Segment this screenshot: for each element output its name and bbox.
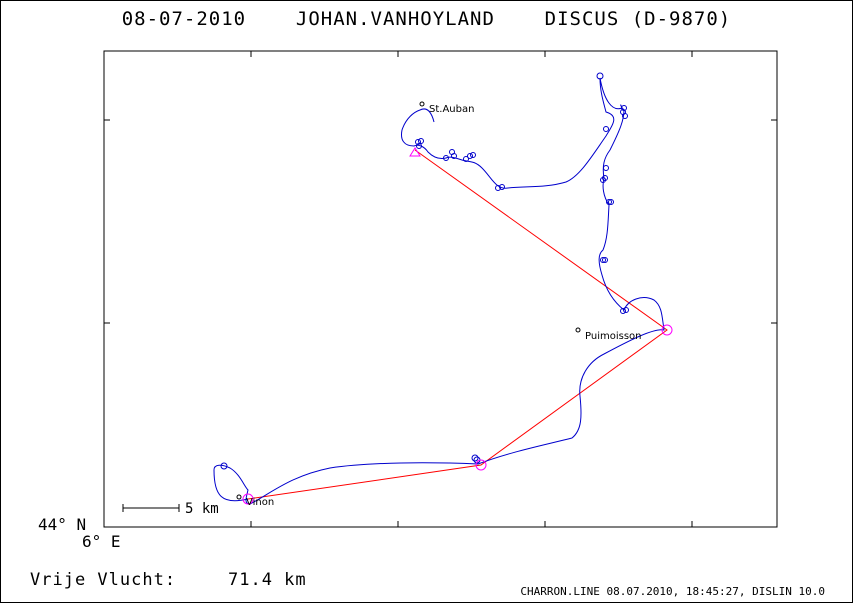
thermal-markers [220, 72, 629, 470]
turnpoint-circle-icon [661, 324, 673, 336]
place-label-vinon: Vinon [246, 497, 274, 508]
distance-value: 71.4 km [228, 570, 307, 590]
task-line [247, 149, 668, 500]
scale-bar-label: 5 km [185, 501, 219, 517]
axis-ticks [104, 51, 777, 527]
plot-footer: CHARRON.LINE 08.07.2010, 18:45:27, DISLI… [520, 585, 825, 598]
turnpoint-markers [242, 147, 673, 505]
flight-title: 08-07-2010 JOHAN.VANHOYLAND DISCUS (D-98… [121, 8, 732, 30]
distance-label: Vrije Vlucht: [30, 570, 177, 590]
airfield-icon [575, 327, 581, 333]
origin-longitude-label: 6° E [82, 532, 121, 551]
scale-bar [122, 504, 180, 512]
finish-circle-icon [242, 493, 254, 505]
airfield-icon [236, 494, 242, 500]
airfield-icon [419, 101, 425, 107]
place-label-st-auban: St.Auban [429, 104, 474, 115]
place-markers [236, 101, 581, 500]
map-border [103, 50, 778, 528]
origin-latitude-label: 44° N [38, 515, 87, 534]
start-triangle-icon [409, 147, 421, 157]
place-label-puimoisson: Puimoisson [585, 331, 641, 342]
turnpoint-circle-icon [475, 459, 487, 471]
flight-track [213, 77, 665, 505]
